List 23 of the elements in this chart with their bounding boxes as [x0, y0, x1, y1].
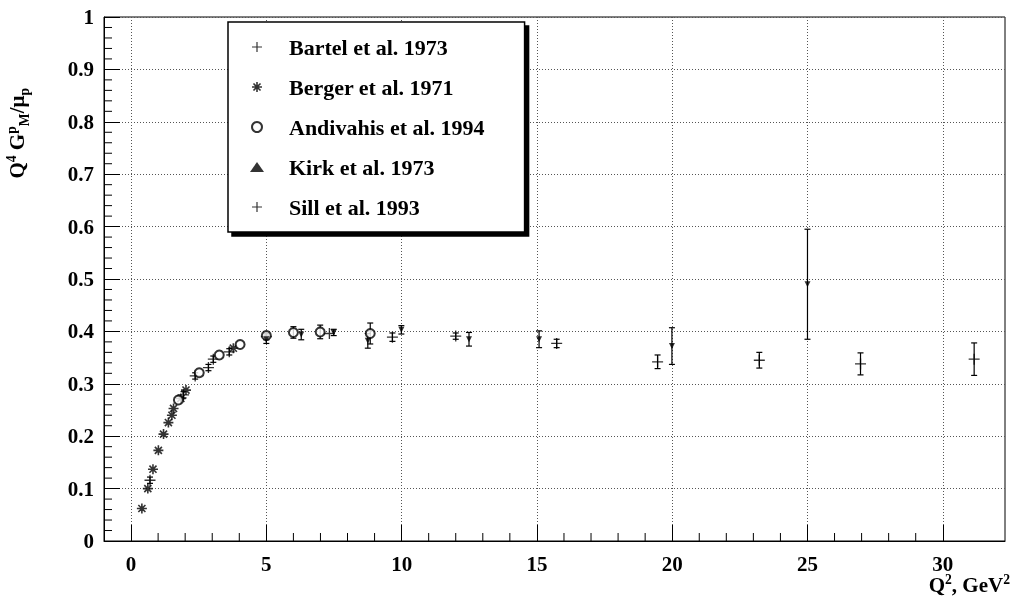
- y-tick-label: 0.9: [67, 57, 94, 82]
- y-tick-label: 0.8: [67, 109, 94, 134]
- y-tick-label: 0.5: [67, 267, 94, 291]
- x-axis-title: Q$^{2}$, GeV$^{2}$: [928, 572, 1010, 598]
- y-tick-label: 0.3: [67, 371, 94, 396]
- y-tick-label: 0: [83, 529, 94, 553]
- x-tick-label: 20: [661, 551, 683, 576]
- legend-label: Kirk et al. 1973: [289, 154, 435, 180]
- x-tick-label: 15: [526, 551, 548, 576]
- y-tick-label: 1: [83, 5, 94, 29]
- legend-label: Berger et al. 1971: [289, 74, 454, 100]
- legend-label: Bartel et al. 1973: [289, 34, 448, 60]
- y-tick-label: 0.7: [67, 162, 94, 187]
- x-tick-label: 0: [125, 551, 137, 576]
- x-tick-label: 25: [796, 551, 818, 576]
- y-tick-label: 0.6: [67, 214, 94, 239]
- x-tick-label: 5: [261, 551, 272, 576]
- x-tick-label: 10: [391, 551, 413, 576]
- legend-label: Sill et al. 1993: [289, 194, 420, 220]
- y-tick-label: 0.1: [67, 476, 94, 501]
- y-tick-label: 0.4: [67, 319, 95, 344]
- y-tick-label: 0.2: [67, 424, 94, 449]
- legend-label: Andivahis et al. 1994: [289, 114, 485, 140]
